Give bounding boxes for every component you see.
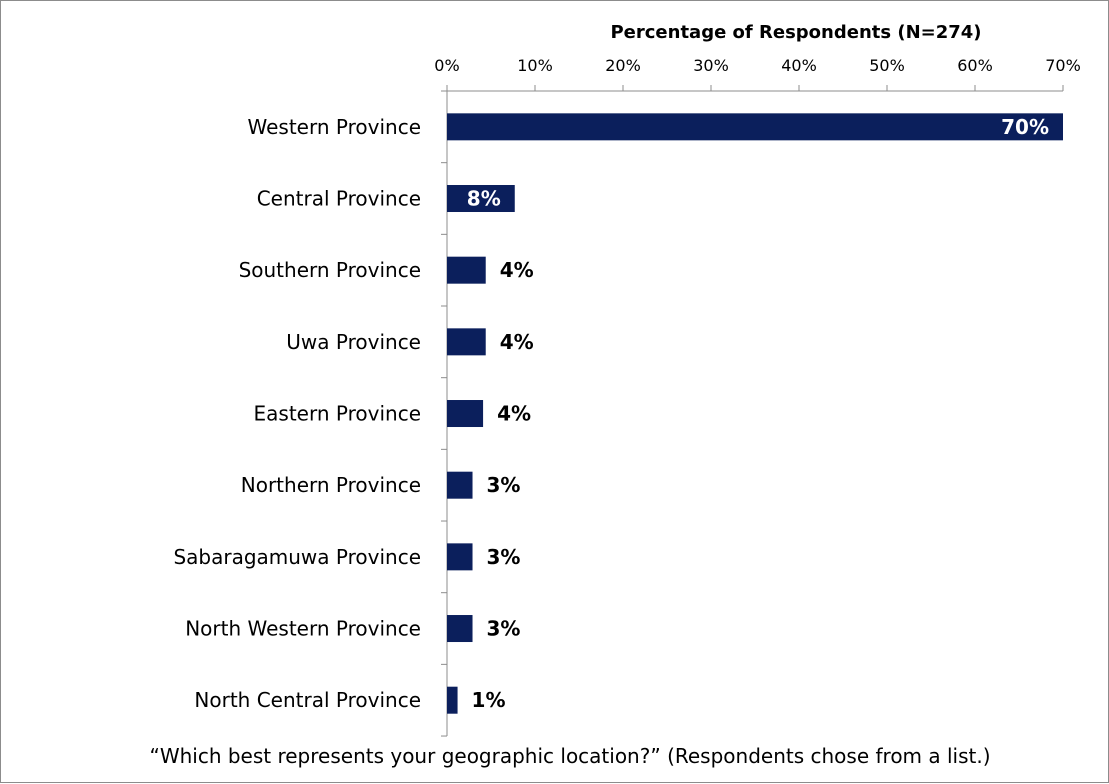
category-label: North Central Province [194,688,421,712]
x-axis-title: Percentage of Respondents (N=274) [610,22,981,43]
data-label: 70% [1001,115,1049,139]
bars [447,113,1063,714]
chart-footnote: “Which best represents your geographic l… [149,744,990,768]
x-tick-label: 60% [957,56,993,75]
category-label: Northern Province [241,473,421,497]
bar [447,185,515,213]
category-labels: Western Province Central Province Southern… [173,115,421,712]
data-label: 1% [472,688,506,712]
data-label: 8% [467,187,501,211]
x-tick-label: 0% [434,56,459,75]
x-tick-label: 30% [693,56,729,75]
x-axis-ticks: 0% 10% 20% 30% 40% 50% 60% 70% [434,56,1081,737]
data-label: 4% [500,330,534,354]
data-label: 3% [487,473,521,497]
bar [447,543,473,571]
category-label: Southern Province [239,258,421,282]
category-label: North Western Province [185,617,421,641]
bar [447,328,486,356]
category-label: Sabaragamuwa Province [173,545,421,569]
bar [447,615,473,643]
bar [447,471,473,499]
data-label: 4% [500,258,534,282]
data-label: 3% [487,545,521,569]
x-tick-label: 70% [1045,56,1081,75]
data-label: 4% [497,402,531,426]
bar [447,686,458,714]
category-label: Central Province [257,187,421,211]
bar [447,256,486,284]
x-tick-label: 40% [781,56,817,75]
x-tick-label: 20% [605,56,641,75]
category-label: Western Province [248,115,421,139]
data-labels: 70% 8% 4% 4% 4% 3% 3% 3% 1% [467,115,1049,712]
data-label: 3% [487,617,521,641]
category-label: Eastern Province [254,402,421,426]
x-tick-label: 10% [517,56,553,75]
bar [447,113,1063,141]
bar [447,400,484,428]
x-tick-label: 50% [869,56,905,75]
category-label: Uwa Province [286,330,421,354]
